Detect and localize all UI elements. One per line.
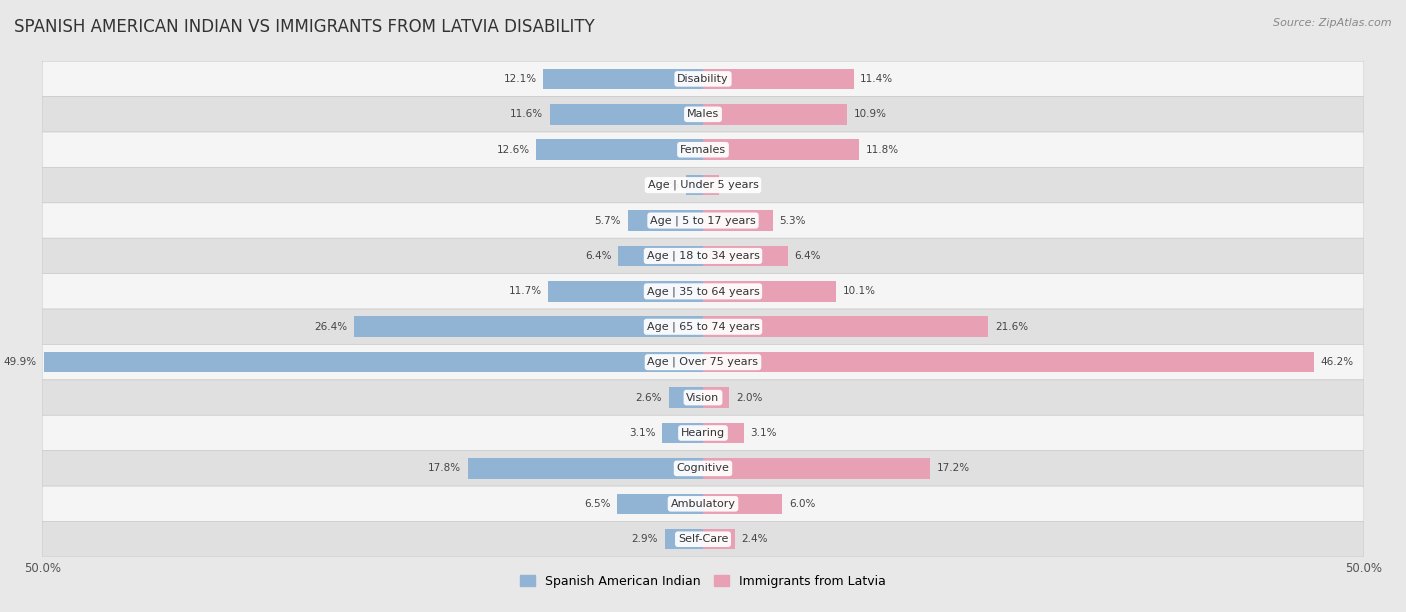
Bar [703, 281, 837, 302]
FancyBboxPatch shape [42, 274, 1364, 309]
FancyBboxPatch shape [42, 238, 1364, 274]
Bar [703, 423, 744, 443]
Text: 2.0%: 2.0% [737, 392, 762, 403]
Text: 6.4%: 6.4% [585, 251, 612, 261]
Text: 49.9%: 49.9% [4, 357, 37, 367]
Text: 11.8%: 11.8% [866, 144, 898, 155]
Bar [665, 529, 703, 550]
FancyBboxPatch shape [42, 61, 1364, 97]
Text: Source: ZipAtlas.com: Source: ZipAtlas.com [1274, 18, 1392, 28]
Text: Ambulatory: Ambulatory [671, 499, 735, 509]
FancyBboxPatch shape [42, 97, 1364, 132]
Text: 1.3%: 1.3% [652, 180, 679, 190]
FancyBboxPatch shape [42, 309, 1364, 345]
Text: 6.0%: 6.0% [789, 499, 815, 509]
Legend: Spanish American Indian, Immigrants from Latvia: Spanish American Indian, Immigrants from… [520, 575, 886, 588]
Text: Males: Males [688, 110, 718, 119]
Bar [686, 175, 703, 195]
Text: 1.2%: 1.2% [725, 180, 752, 190]
Text: 17.2%: 17.2% [936, 463, 970, 474]
Text: 26.4%: 26.4% [315, 322, 347, 332]
Text: Age | 5 to 17 years: Age | 5 to 17 years [650, 215, 756, 226]
Bar [468, 458, 703, 479]
Text: 11.7%: 11.7% [509, 286, 541, 296]
Bar [703, 211, 773, 231]
Text: Age | Under 5 years: Age | Under 5 years [648, 180, 758, 190]
FancyBboxPatch shape [42, 450, 1364, 486]
Bar [703, 316, 988, 337]
Text: 5.7%: 5.7% [595, 215, 621, 226]
Text: 11.6%: 11.6% [510, 110, 543, 119]
Text: 11.4%: 11.4% [860, 74, 893, 84]
Text: 5.3%: 5.3% [780, 215, 806, 226]
Text: Disability: Disability [678, 74, 728, 84]
Bar [703, 458, 931, 479]
Text: 10.1%: 10.1% [844, 286, 876, 296]
Text: 6.5%: 6.5% [583, 499, 610, 509]
Text: 46.2%: 46.2% [1320, 357, 1354, 367]
Text: Age | 18 to 34 years: Age | 18 to 34 years [647, 251, 759, 261]
FancyBboxPatch shape [42, 168, 1364, 203]
Bar [669, 387, 703, 408]
Bar [627, 211, 703, 231]
Text: 12.1%: 12.1% [503, 74, 537, 84]
Text: 3.1%: 3.1% [751, 428, 778, 438]
Text: Hearing: Hearing [681, 428, 725, 438]
Bar [548, 281, 703, 302]
Bar [703, 69, 853, 89]
Bar [550, 104, 703, 125]
Bar [703, 175, 718, 195]
Text: 6.4%: 6.4% [794, 251, 821, 261]
Bar [703, 245, 787, 266]
Text: 21.6%: 21.6% [995, 322, 1028, 332]
Text: SPANISH AMERICAN INDIAN VS IMMIGRANTS FROM LATVIA DISABILITY: SPANISH AMERICAN INDIAN VS IMMIGRANTS FR… [14, 18, 595, 36]
Text: 2.9%: 2.9% [631, 534, 658, 544]
Text: 17.8%: 17.8% [427, 463, 461, 474]
Text: 12.6%: 12.6% [496, 144, 530, 155]
Bar [703, 140, 859, 160]
Bar [703, 387, 730, 408]
Bar [619, 245, 703, 266]
Text: Cognitive: Cognitive [676, 463, 730, 474]
FancyBboxPatch shape [42, 132, 1364, 168]
Text: Vision: Vision [686, 392, 720, 403]
Bar [703, 493, 782, 514]
Text: Age | 65 to 74 years: Age | 65 to 74 years [647, 321, 759, 332]
Text: 2.6%: 2.6% [636, 392, 662, 403]
Text: 10.9%: 10.9% [853, 110, 887, 119]
Bar [44, 352, 703, 373]
FancyBboxPatch shape [42, 486, 1364, 521]
Bar [703, 104, 846, 125]
Bar [354, 316, 703, 337]
Text: Age | Over 75 years: Age | Over 75 years [648, 357, 758, 367]
Bar [617, 493, 703, 514]
Bar [543, 69, 703, 89]
Text: Self-Care: Self-Care [678, 534, 728, 544]
FancyBboxPatch shape [42, 203, 1364, 238]
Bar [703, 352, 1313, 373]
FancyBboxPatch shape [42, 345, 1364, 380]
FancyBboxPatch shape [42, 416, 1364, 450]
FancyBboxPatch shape [42, 380, 1364, 416]
FancyBboxPatch shape [42, 521, 1364, 557]
Bar [537, 140, 703, 160]
Text: Age | 35 to 64 years: Age | 35 to 64 years [647, 286, 759, 297]
Text: Females: Females [681, 144, 725, 155]
Text: 2.4%: 2.4% [741, 534, 768, 544]
Bar [703, 529, 735, 550]
Bar [662, 423, 703, 443]
Text: 3.1%: 3.1% [628, 428, 655, 438]
